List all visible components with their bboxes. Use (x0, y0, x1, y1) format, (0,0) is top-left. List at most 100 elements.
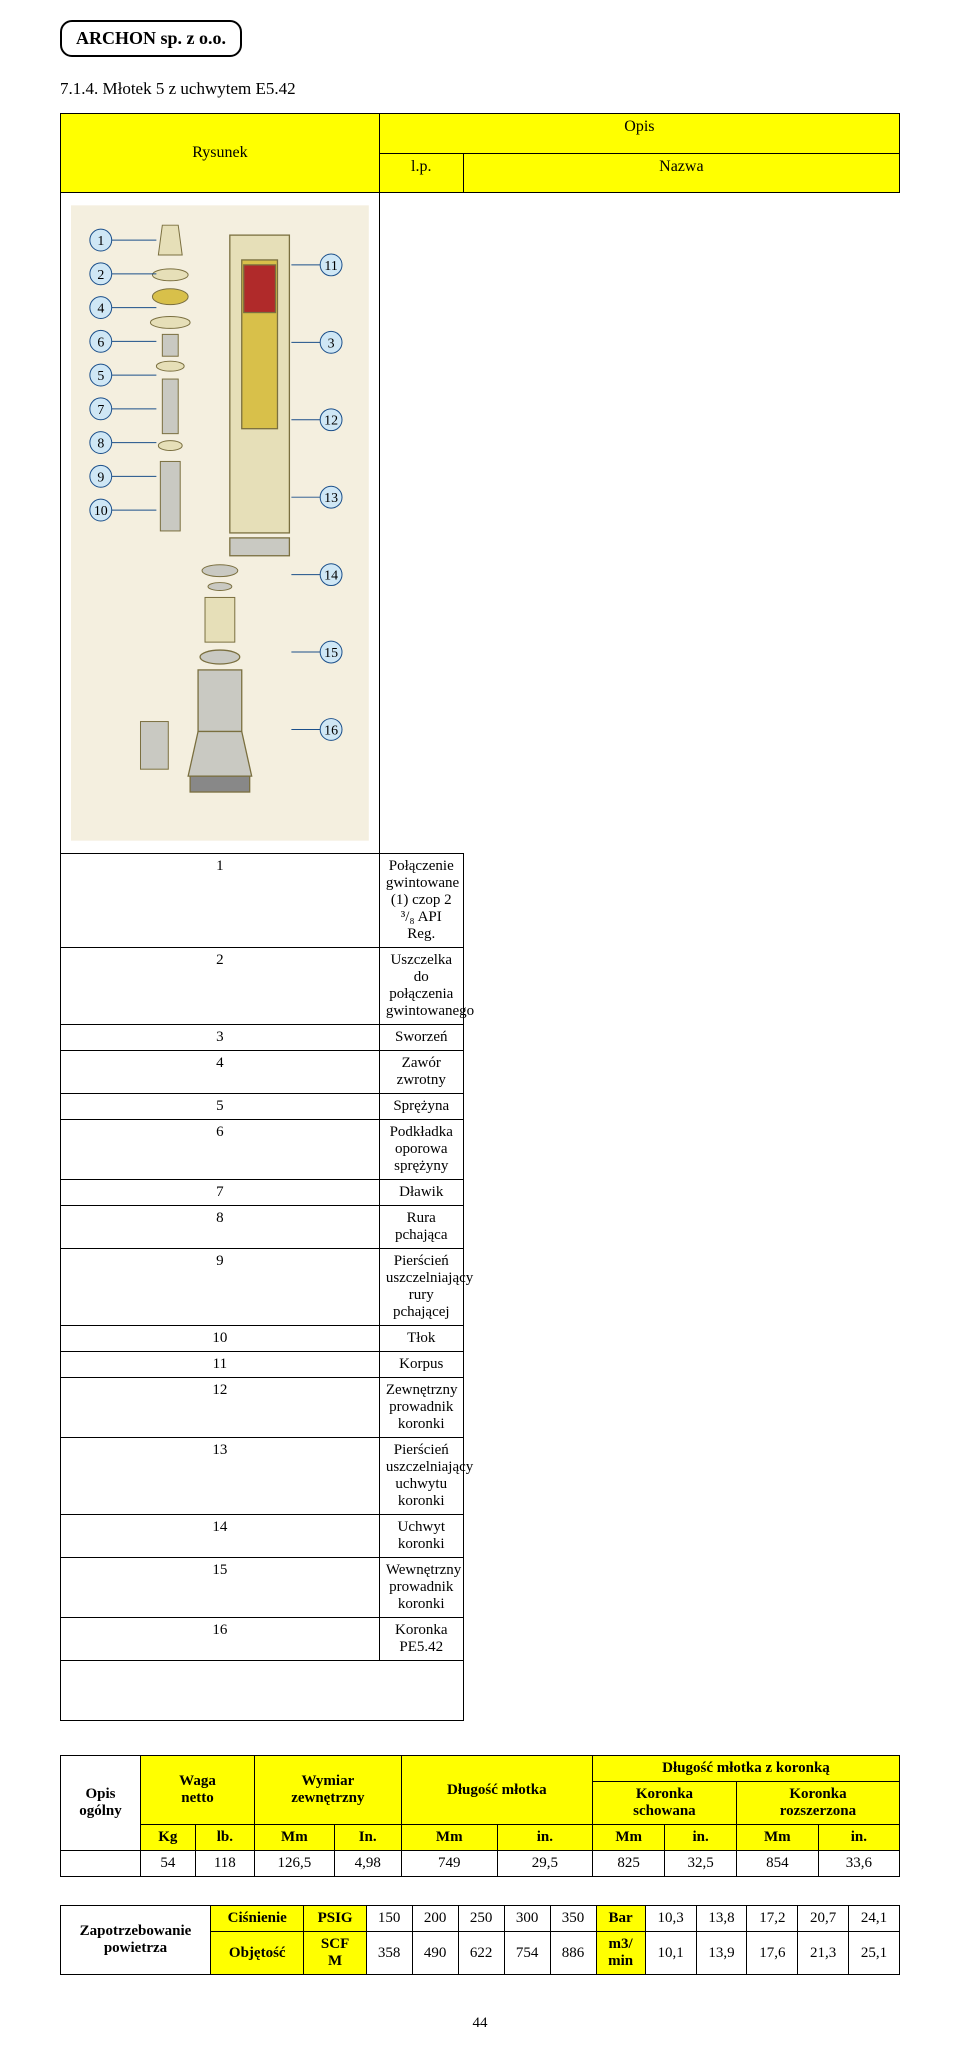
parts-nazwa: Uchwyt koronki (379, 1515, 463, 1558)
svg-text:2: 2 (97, 268, 104, 283)
unit-mm4: Mm (736, 1825, 818, 1851)
parts-lp: 10 (61, 1326, 380, 1352)
psig-v2: 250 (458, 1906, 504, 1932)
val-lb: 118 (195, 1851, 254, 1877)
unit-kg: Kg (141, 1825, 196, 1851)
parts-lp: 6 (61, 1120, 380, 1180)
svg-text:7: 7 (97, 403, 104, 418)
svg-text:1: 1 (97, 234, 104, 249)
val-kg: 54 (141, 1851, 196, 1877)
parts-lp: 8 (61, 1206, 380, 1249)
parts-nazwa: Pierścień uszczelniający rury pchającej (379, 1249, 463, 1326)
parts-lp: 5 (61, 1094, 380, 1120)
parts-lp: 3 (61, 1025, 380, 1051)
company-header: ARCHON sp. z o.o. (60, 20, 242, 57)
summary-table: Opis ogólny Waga netto Wymiar zewnętrzny… (60, 1755, 900, 1877)
parts-lp: 11 (61, 1352, 380, 1378)
diagram-cell: 1246578910 1131213141516 (61, 193, 380, 854)
m3min-label: m3/ min (596, 1932, 645, 1975)
parts-row: 8Rura pchająca (61, 1206, 900, 1249)
parts-nazwa: Zawór zwrotny (379, 1051, 463, 1094)
m3-v4: 25,1 (849, 1932, 900, 1975)
parts-lp: 9 (61, 1249, 380, 1326)
waga-netto-header: Waga netto (141, 1756, 255, 1825)
val-mm-ext: 126,5 (255, 1851, 335, 1877)
dlugosc-mlotka-header: Długość młotka (401, 1756, 592, 1825)
unit-in3: in. (665, 1825, 737, 1851)
svg-text:5: 5 (97, 369, 104, 384)
parts-row: 4Zawór zwrotny (61, 1051, 900, 1094)
parts-row: 12Zewnętrzny prowadnik koronki (61, 1378, 900, 1438)
psig-v4: 350 (550, 1906, 596, 1932)
svg-text:10: 10 (94, 504, 108, 519)
m3-v2: 17,6 (747, 1932, 798, 1975)
svg-text:9: 9 (97, 470, 104, 485)
val-mm-sch: 825 (592, 1851, 664, 1877)
parts-row: 1Połączenie gwintowane (1) czop 2 ³/₈ AP… (61, 854, 900, 948)
parts-lp: 12 (61, 1378, 380, 1438)
svg-text:6: 6 (97, 335, 104, 350)
parts-nazwa: Podkładka oporowa sprężyny (379, 1120, 463, 1180)
parts-lp: 13 (61, 1438, 380, 1515)
scfm-v0: 358 (366, 1932, 412, 1975)
val-in-sch: 32,5 (665, 1851, 737, 1877)
psig-v0: 150 (366, 1906, 412, 1932)
unit-mm3: Mm (592, 1825, 664, 1851)
parts-lp: 7 (61, 1180, 380, 1206)
parts-lp: 4 (61, 1051, 380, 1094)
scfm-v1: 490 (412, 1932, 458, 1975)
koronka-rozszerzona-header: Koronka rozszerzona (736, 1782, 899, 1825)
bar-v1: 13,8 (696, 1906, 747, 1932)
m3-v3: 21,3 (798, 1932, 849, 1975)
psig-v1: 200 (412, 1906, 458, 1932)
bar-v4: 24,1 (849, 1906, 900, 1932)
scfm-v2: 622 (458, 1932, 504, 1975)
svg-text:11: 11 (324, 259, 337, 274)
val-in-roz: 33,6 (818, 1851, 899, 1877)
parts-row: 3Sworzeń (61, 1025, 900, 1051)
bar-label: Bar (596, 1906, 645, 1932)
parts-row: 15Wewnętrzny prowadnik koronki (61, 1558, 900, 1618)
parts-row: 14Uchwyt koronki (61, 1515, 900, 1558)
unit-in1: In. (334, 1825, 401, 1851)
parts-lp: 15 (61, 1558, 380, 1618)
page-number: 44 (60, 2015, 900, 2032)
parts-nazwa: Wewnętrzny prowadnik koronki (379, 1558, 463, 1618)
svg-text:15: 15 (324, 646, 338, 661)
parts-nazwa: Sprężyna (379, 1094, 463, 1120)
unit-lb: lb. (195, 1825, 254, 1851)
val-in-len: 29,5 (497, 1851, 592, 1877)
scfm-v3: 754 (504, 1932, 550, 1975)
parts-nazwa: Koronka PE5.42 (379, 1618, 463, 1661)
parts-nazwa: Połączenie gwintowane (1) czop 2 ³/₈ API… (379, 854, 463, 948)
col-opis: Opis (379, 114, 899, 154)
section-title: 7.1.4. Młotek 5 z uchwytem E5.42 (60, 79, 900, 99)
parts-nazwa: Zewnętrzny prowadnik koronki (379, 1378, 463, 1438)
parts-nazwa: Rura pchająca (379, 1206, 463, 1249)
parts-row: 11Korpus (61, 1352, 900, 1378)
parts-row: 5Sprężyna (61, 1094, 900, 1120)
scfm-v4: 886 (550, 1932, 596, 1975)
parts-lp: 14 (61, 1515, 380, 1558)
bar-v2: 17,2 (747, 1906, 798, 1932)
parts-nazwa: Dławik (379, 1180, 463, 1206)
psig-v3: 300 (504, 1906, 550, 1932)
unit-mm2: Mm (401, 1825, 497, 1851)
scfm-label: SCF M (304, 1932, 366, 1975)
parts-nazwa: Tłok (379, 1326, 463, 1352)
parts-nazwa: Korpus (379, 1352, 463, 1378)
val-mm-roz: 854 (736, 1851, 818, 1877)
unit-in4: in. (818, 1825, 899, 1851)
parts-row: 10Tłok (61, 1326, 900, 1352)
m3-v1: 13,9 (696, 1932, 747, 1975)
col-lp: l.p. (379, 153, 463, 193)
parts-row: 16Koronka PE5.42 (61, 1618, 900, 1661)
bar-v0: 10,3 (645, 1906, 696, 1932)
svg-text:8: 8 (97, 437, 104, 452)
col-rysunek: Rysunek (61, 114, 380, 193)
dlugosc-z-koronka-header: Długość młotka z koronką (592, 1756, 899, 1782)
koronka-schowana-header: Koronka schowana (592, 1782, 736, 1825)
parts-row: 13Pierścień uszczelniający uchwytu koron… (61, 1438, 900, 1515)
parts-table: Rysunek Opis l.p. Nazwa (60, 113, 900, 1721)
svg-text:4: 4 (97, 302, 104, 317)
